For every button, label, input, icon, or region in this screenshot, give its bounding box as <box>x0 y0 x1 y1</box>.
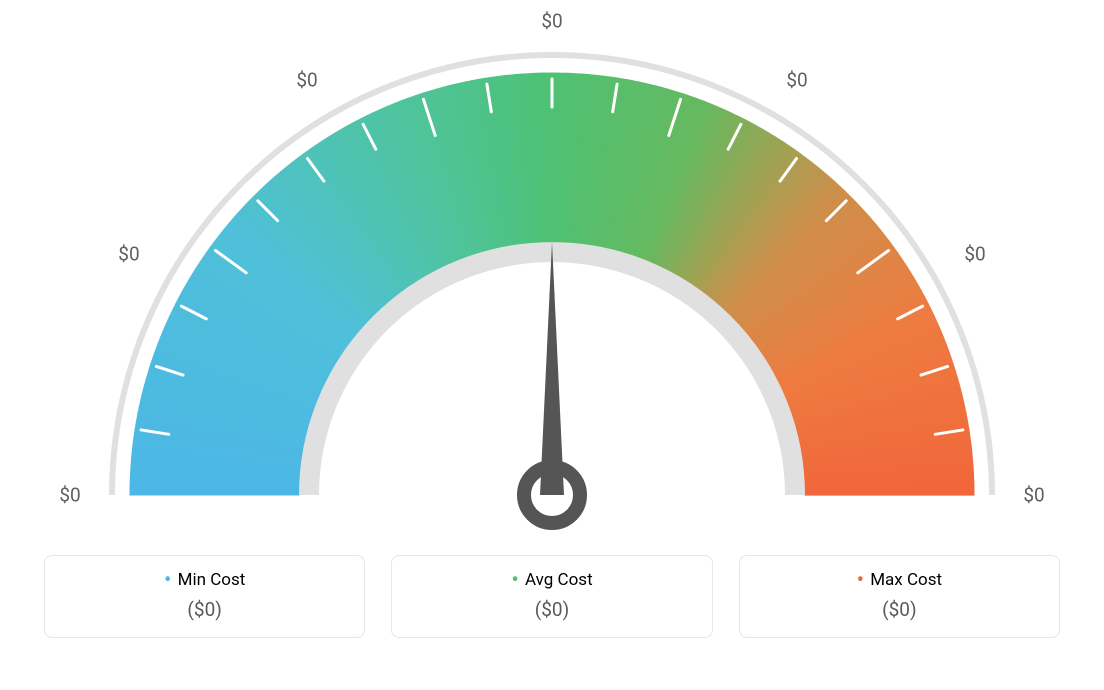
gauge-scale-label: $0 <box>296 68 317 91</box>
gauge-scale-label: $0 <box>964 243 985 266</box>
gauge-chart: $0 $0 $0 $0 $0 $0 $0 <box>0 0 1104 565</box>
legend-label-avg: Avg Cost <box>525 570 593 590</box>
legend-dot-min: • <box>164 568 171 593</box>
legend-value-max: ($0) <box>750 598 1049 621</box>
cost-gauge-widget: $0 $0 $0 $0 $0 $0 $0 • Min Cost ($0) • Avg Cos… <box>0 0 1104 690</box>
legend-dot-max: • <box>857 568 864 593</box>
legend-value-min: ($0) <box>55 598 354 621</box>
legend-value-avg: ($0) <box>402 598 701 621</box>
legend-card-avg: • Avg Cost ($0) <box>391 555 712 638</box>
legend-dot-avg: • <box>511 568 518 593</box>
gauge-scale-label: $0 <box>786 68 807 91</box>
gauge-svg <box>0 0 1104 565</box>
legend-card-max: • Max Cost ($0) <box>739 555 1060 638</box>
legend-title-max: • Max Cost <box>750 570 1049 590</box>
gauge-scale-label: $0 <box>541 10 562 33</box>
legend-row: • Min Cost ($0) • Avg Cost ($0) • Max Co… <box>0 555 1104 638</box>
legend-label-min: Min Cost <box>178 570 246 590</box>
legend-title-min: • Min Cost <box>55 570 354 590</box>
legend-label-max: Max Cost <box>870 570 942 590</box>
gauge-scale-label: $0 <box>118 243 139 266</box>
gauge-scale-label: $0 <box>1023 484 1044 507</box>
legend-card-min: • Min Cost ($0) <box>44 555 365 638</box>
gauge-scale-label: $0 <box>59 484 80 507</box>
legend-title-avg: • Avg Cost <box>402 570 701 590</box>
